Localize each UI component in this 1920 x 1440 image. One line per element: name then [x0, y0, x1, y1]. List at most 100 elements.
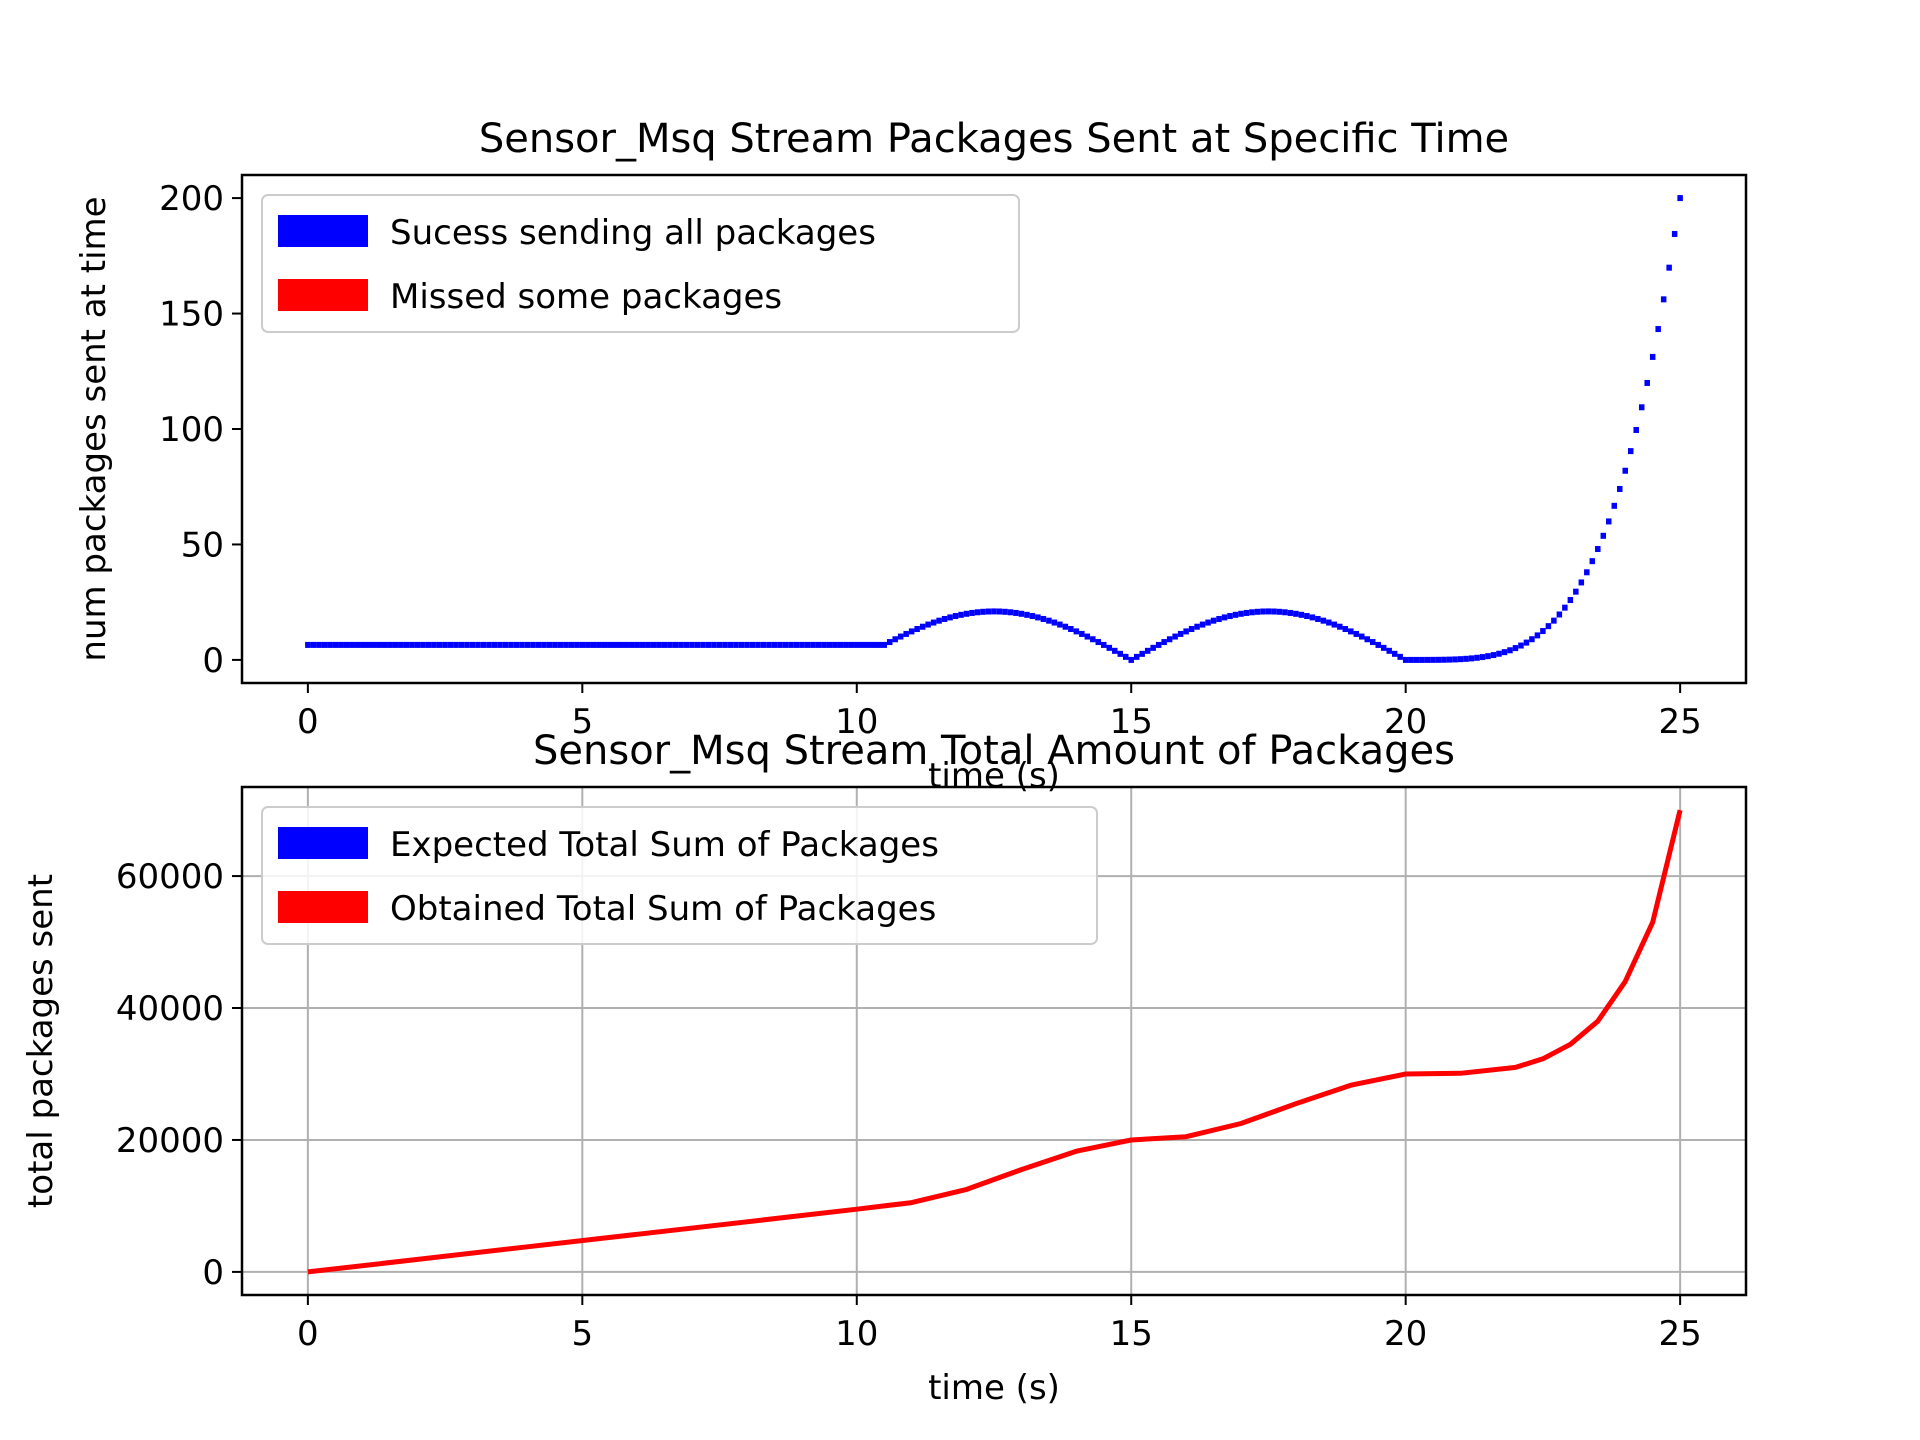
bar	[1479, 654, 1486, 661]
bar	[628, 641, 635, 648]
bar	[1282, 609, 1288, 616]
bar	[1348, 628, 1354, 635]
bar	[590, 641, 597, 648]
bar	[1029, 613, 1036, 620]
legend-box	[261, 806, 1098, 945]
bar	[1600, 532, 1607, 539]
bar	[1326, 619, 1332, 626]
bar	[854, 641, 860, 648]
bar	[1199, 621, 1206, 628]
bar	[952, 613, 959, 620]
bar	[711, 641, 717, 648]
bar	[1139, 650, 1145, 657]
bar	[541, 641, 547, 648]
bar	[645, 641, 651, 648]
bar	[1090, 636, 1096, 643]
bar	[1293, 610, 1299, 617]
bar	[705, 641, 712, 648]
bar	[398, 641, 404, 648]
bar	[1589, 558, 1596, 565]
bar	[1633, 426, 1639, 433]
bar	[1112, 647, 1118, 654]
y-axis-label: total packages sent	[21, 874, 61, 1208]
bar	[843, 641, 849, 648]
bar	[349, 641, 355, 648]
bar	[832, 641, 838, 648]
bar	[980, 608, 986, 615]
bar	[601, 641, 608, 648]
bar	[1534, 632, 1541, 639]
bar	[1606, 518, 1612, 525]
bar	[1446, 656, 1453, 663]
bar	[1062, 623, 1069, 630]
bar	[985, 608, 992, 615]
bar	[607, 641, 613, 648]
bar	[1232, 611, 1239, 618]
bar	[1298, 611, 1305, 618]
bar	[1216, 615, 1222, 622]
bar	[1095, 639, 1102, 646]
bar	[579, 641, 586, 648]
bar	[875, 641, 882, 648]
bar	[1106, 644, 1113, 651]
bar	[683, 641, 690, 648]
y-tick-label: 200	[159, 179, 224, 219]
bar	[1523, 639, 1530, 646]
bar	[1287, 609, 1294, 616]
legend-label: Sucess sending all packages	[390, 213, 876, 253]
bar	[381, 641, 388, 648]
plot-frame	[240, 173, 1748, 685]
bar	[1584, 569, 1590, 576]
series-line	[307, 809, 1683, 1275]
bar	[1221, 614, 1228, 621]
bar	[1040, 615, 1047, 622]
bar	[1655, 326, 1661, 333]
bar	[1507, 647, 1513, 654]
bar	[1073, 628, 1080, 635]
bar	[1419, 656, 1425, 663]
bar	[1380, 644, 1387, 651]
bar	[936, 617, 942, 624]
bar	[1370, 639, 1376, 646]
bar	[316, 641, 322, 648]
bar	[585, 641, 591, 648]
y-tick-label: 0	[202, 1253, 224, 1293]
bar	[1595, 546, 1601, 553]
bar	[733, 641, 739, 648]
bar	[1084, 633, 1091, 640]
legend-label: Missed some packages	[390, 277, 782, 317]
bar	[458, 641, 465, 648]
bar	[370, 641, 377, 648]
bar	[672, 641, 679, 648]
bar	[464, 641, 470, 648]
bar	[897, 633, 904, 640]
bar	[1194, 623, 1200, 630]
bar	[343, 641, 350, 648]
bar	[1007, 609, 1014, 616]
bar	[1018, 610, 1025, 617]
bar	[667, 641, 673, 648]
x-tick-label: 5	[572, 702, 594, 742]
bar	[535, 641, 542, 648]
bar	[1150, 644, 1156, 651]
bar	[1677, 195, 1683, 202]
bar	[563, 641, 569, 648]
bar	[777, 641, 783, 648]
bar	[1375, 641, 1381, 648]
bar	[425, 641, 432, 648]
bar	[1545, 623, 1552, 630]
bar	[409, 641, 415, 648]
x-axis-label: time (s)	[928, 1368, 1060, 1408]
bar	[1397, 653, 1403, 660]
bar	[1227, 613, 1233, 620]
bar	[859, 641, 866, 648]
bar-series	[305, 195, 1683, 663]
bar	[1402, 656, 1409, 663]
bar	[1122, 653, 1129, 660]
bar	[678, 641, 684, 648]
bar	[821, 641, 827, 648]
bar	[1166, 636, 1173, 643]
x-tick-label: 20	[1384, 702, 1427, 742]
bar	[480, 641, 487, 648]
